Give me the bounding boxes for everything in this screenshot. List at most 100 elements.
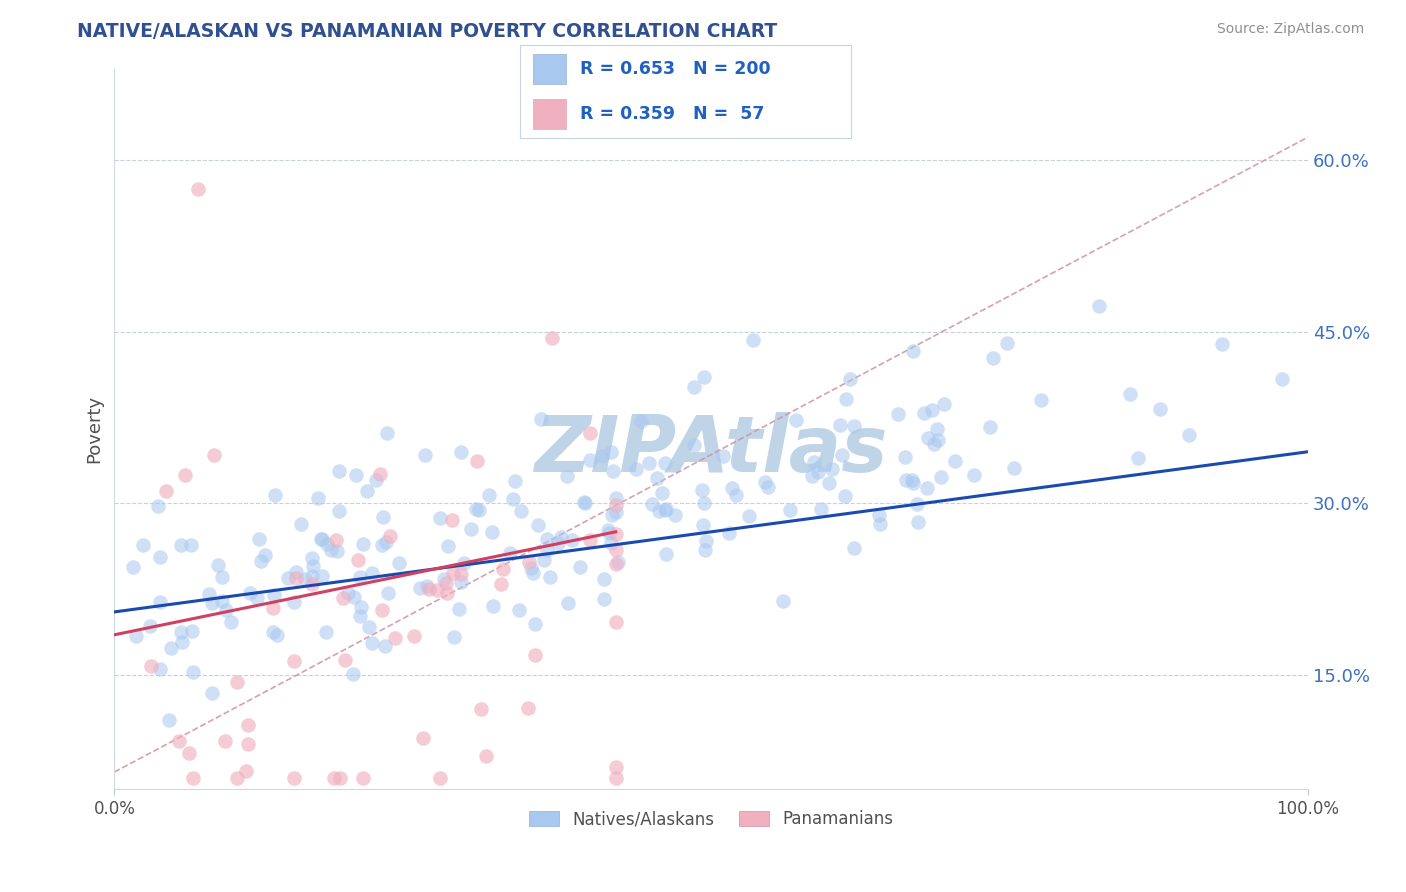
- Point: [157, 713, 180, 727]
- Point: [834, 489, 856, 503]
- Point: [375, 425, 398, 440]
- Point: [917, 431, 939, 445]
- Point: [591, 449, 613, 463]
- Point: [343, 591, 366, 605]
- Point: [638, 456, 661, 470]
- Point: [475, 749, 498, 764]
- Point: [450, 574, 472, 589]
- Point: [180, 538, 202, 552]
- Point: [349, 609, 371, 624]
- Point: [170, 635, 193, 649]
- Point: [1149, 402, 1171, 417]
- Point: [779, 503, 801, 517]
- Point: [607, 555, 630, 569]
- Point: [328, 464, 350, 478]
- Point: [925, 422, 948, 436]
- Point: [214, 734, 236, 748]
- Point: [981, 351, 1004, 365]
- Point: [266, 627, 288, 641]
- Point: [187, 181, 209, 195]
- Point: [626, 462, 648, 476]
- Point: [238, 737, 260, 751]
- Point: [887, 407, 910, 421]
- Point: [146, 499, 169, 513]
- Point: [979, 420, 1001, 434]
- Point: [201, 686, 224, 700]
- Point: [592, 572, 614, 586]
- Point: [450, 566, 472, 581]
- Point: [578, 452, 600, 467]
- Point: [384, 631, 406, 645]
- Point: [284, 565, 307, 579]
- Point: [903, 475, 925, 490]
- Point: [344, 467, 367, 482]
- Point: [844, 541, 866, 556]
- Point: [772, 594, 794, 608]
- Point: [283, 654, 305, 668]
- Point: [247, 532, 270, 546]
- Point: [460, 522, 482, 536]
- Point: [839, 372, 862, 386]
- Point: [579, 533, 602, 547]
- Point: [754, 475, 776, 490]
- Point: [690, 483, 713, 498]
- Point: [315, 625, 337, 640]
- Point: [568, 560, 591, 574]
- Point: [246, 591, 269, 606]
- Point: [371, 603, 394, 617]
- Point: [373, 509, 395, 524]
- Point: [807, 465, 830, 479]
- Point: [605, 615, 627, 629]
- Point: [711, 450, 734, 464]
- Point: [538, 570, 561, 584]
- Point: [470, 702, 492, 716]
- Text: NATIVE/ALASKAN VS PANAMANIAN POVERTY CORRELATION CHART: NATIVE/ALASKAN VS PANAMANIAN POVERTY COR…: [77, 22, 778, 41]
- Point: [347, 553, 370, 567]
- Point: [149, 549, 172, 564]
- Point: [464, 501, 486, 516]
- Point: [524, 648, 547, 662]
- Point: [901, 473, 924, 487]
- Point: [605, 543, 627, 558]
- Point: [598, 526, 620, 541]
- Point: [756, 480, 779, 494]
- Point: [301, 568, 323, 582]
- Point: [901, 343, 924, 358]
- Point: [378, 528, 401, 542]
- Text: ZIPAtlas: ZIPAtlas: [534, 412, 889, 489]
- Point: [831, 448, 853, 462]
- Point: [683, 438, 706, 452]
- Point: [520, 560, 543, 574]
- Point: [481, 525, 503, 540]
- Point: [413, 448, 436, 462]
- Point: [264, 488, 287, 502]
- Point: [132, 538, 155, 552]
- Point: [122, 560, 145, 574]
- Point: [388, 556, 411, 570]
- Point: [262, 600, 284, 615]
- Point: [323, 771, 346, 785]
- Point: [360, 636, 382, 650]
- Point: [202, 448, 225, 462]
- Text: R = 0.653   N = 200: R = 0.653 N = 200: [579, 60, 770, 78]
- Point: [211, 569, 233, 583]
- Point: [605, 505, 627, 519]
- Point: [917, 481, 939, 495]
- Point: [645, 471, 668, 485]
- Point: [579, 425, 602, 440]
- Point: [236, 718, 259, 732]
- Point: [325, 533, 347, 548]
- Point: [605, 760, 627, 774]
- Point: [894, 473, 917, 487]
- Point: [693, 370, 716, 384]
- Point: [523, 616, 546, 631]
- Point: [159, 641, 181, 656]
- Point: [167, 733, 190, 747]
- Point: [600, 508, 623, 522]
- Point: [648, 503, 671, 517]
- Point: [250, 554, 273, 568]
- Point: [651, 485, 673, 500]
- Point: [555, 469, 578, 483]
- Point: [207, 558, 229, 572]
- Point: [835, 392, 858, 406]
